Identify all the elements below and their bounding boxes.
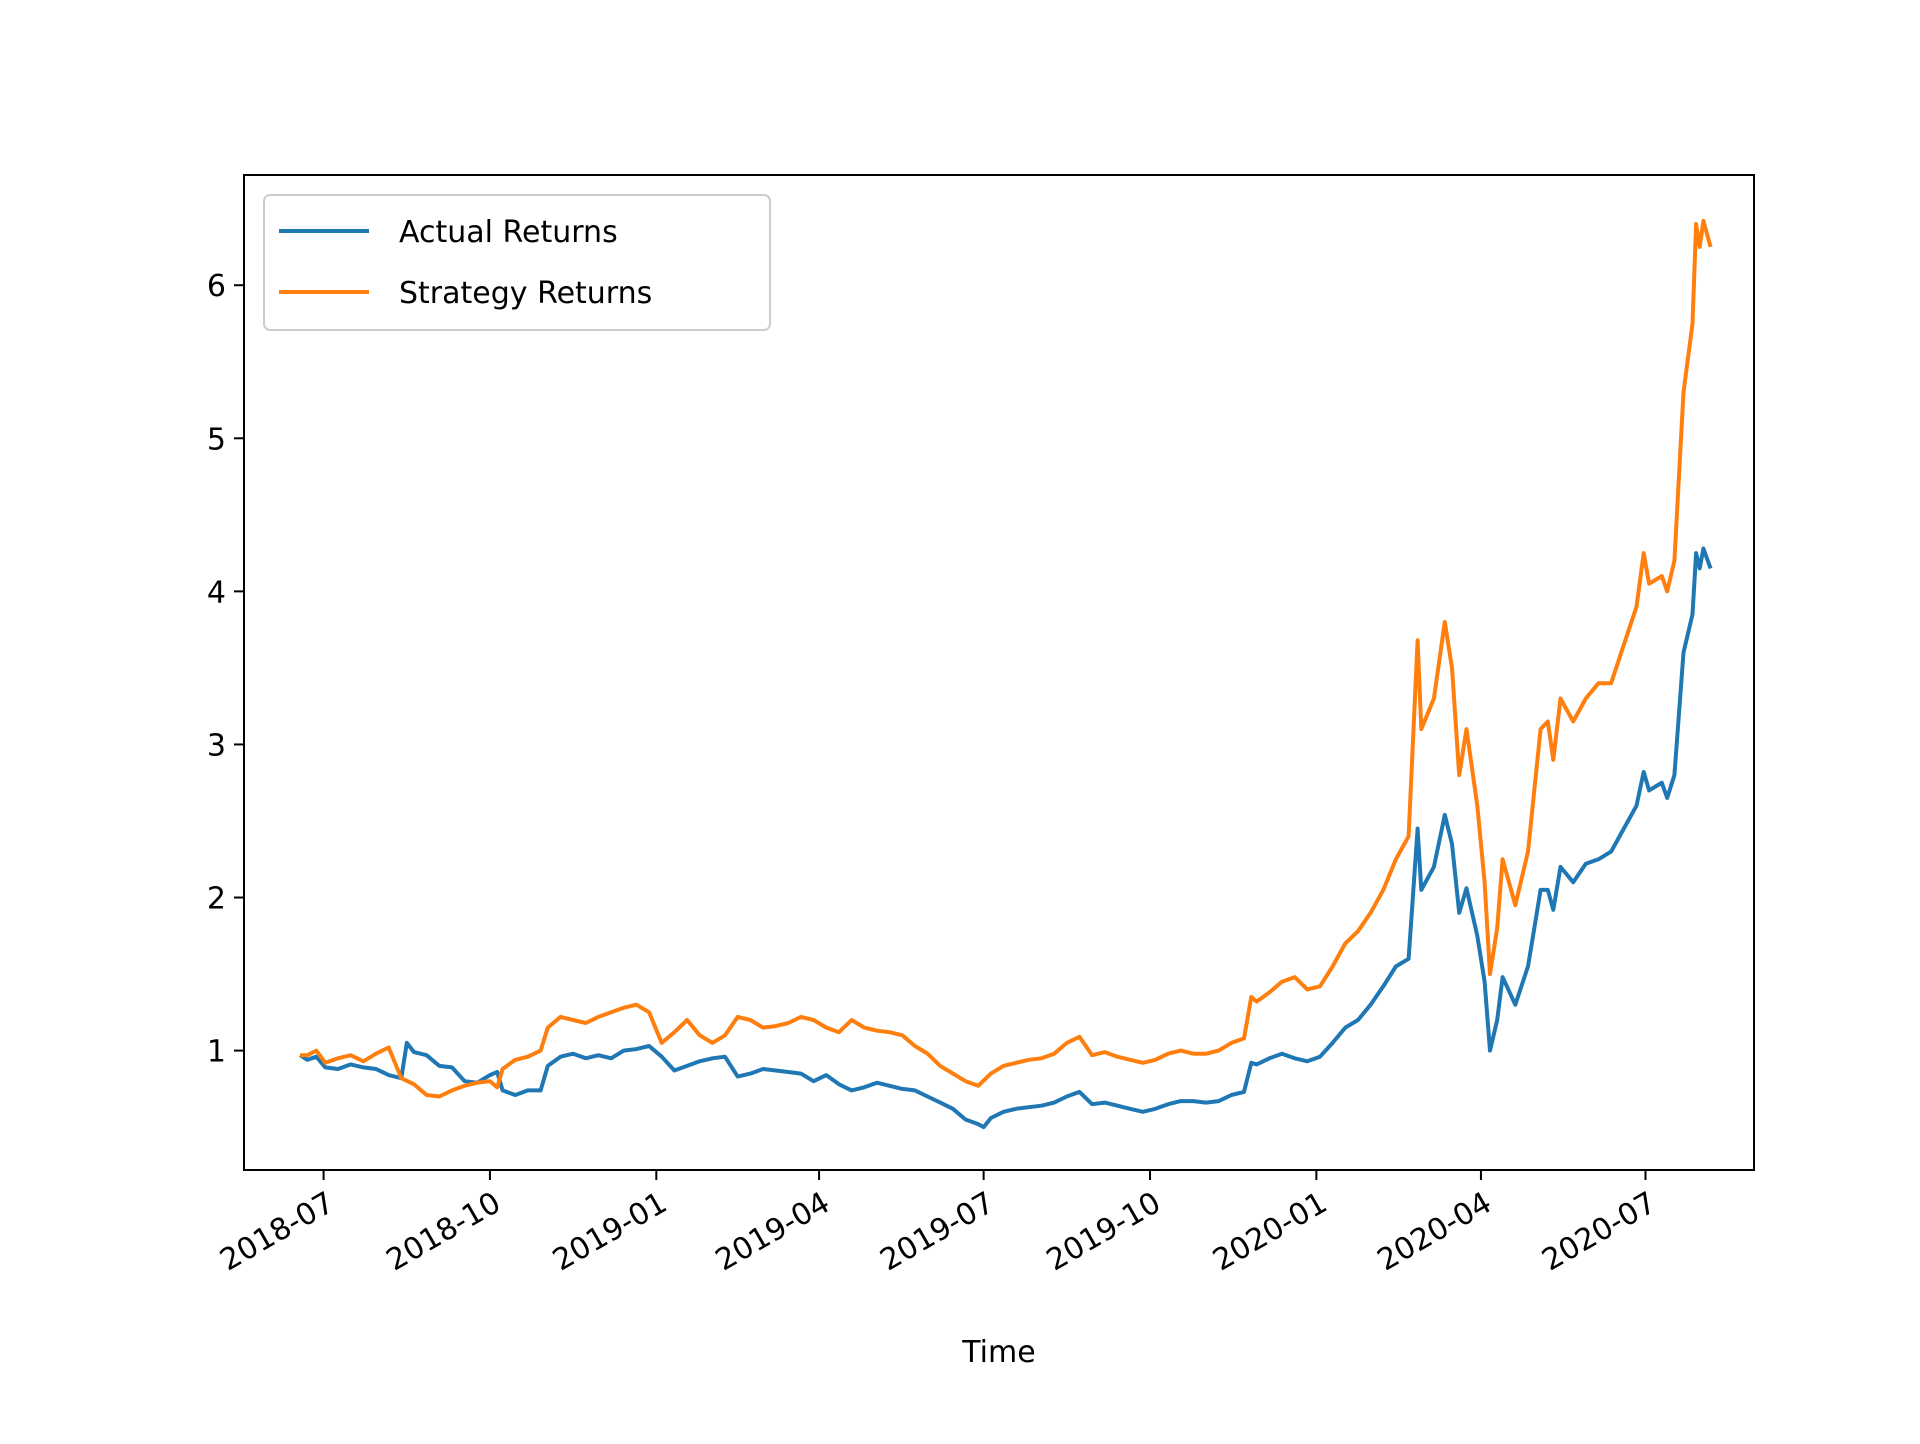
y-tick-label: 6 xyxy=(207,269,226,304)
series-line-actual-returns xyxy=(299,546,1713,1130)
legend-label-actual-returns: Actual Returns xyxy=(399,215,618,250)
y-tick-label: 3 xyxy=(207,728,226,763)
y-tick-label: 5 xyxy=(207,422,226,457)
legend-box xyxy=(263,194,771,331)
y-tick-label: 1 xyxy=(207,1035,226,1070)
legend-label-strategy-returns: Strategy Returns xyxy=(399,276,652,311)
plot-frame xyxy=(243,174,1755,1171)
x-axis-label: Time xyxy=(961,1335,1035,1370)
series-line-strategy-returns xyxy=(300,218,1713,1099)
legend: Actual Returns Strategy Returns xyxy=(263,194,771,331)
y-tick-label: 4 xyxy=(207,575,226,610)
plot-layer xyxy=(299,218,1713,1130)
y-tick-label: 2 xyxy=(207,882,226,917)
